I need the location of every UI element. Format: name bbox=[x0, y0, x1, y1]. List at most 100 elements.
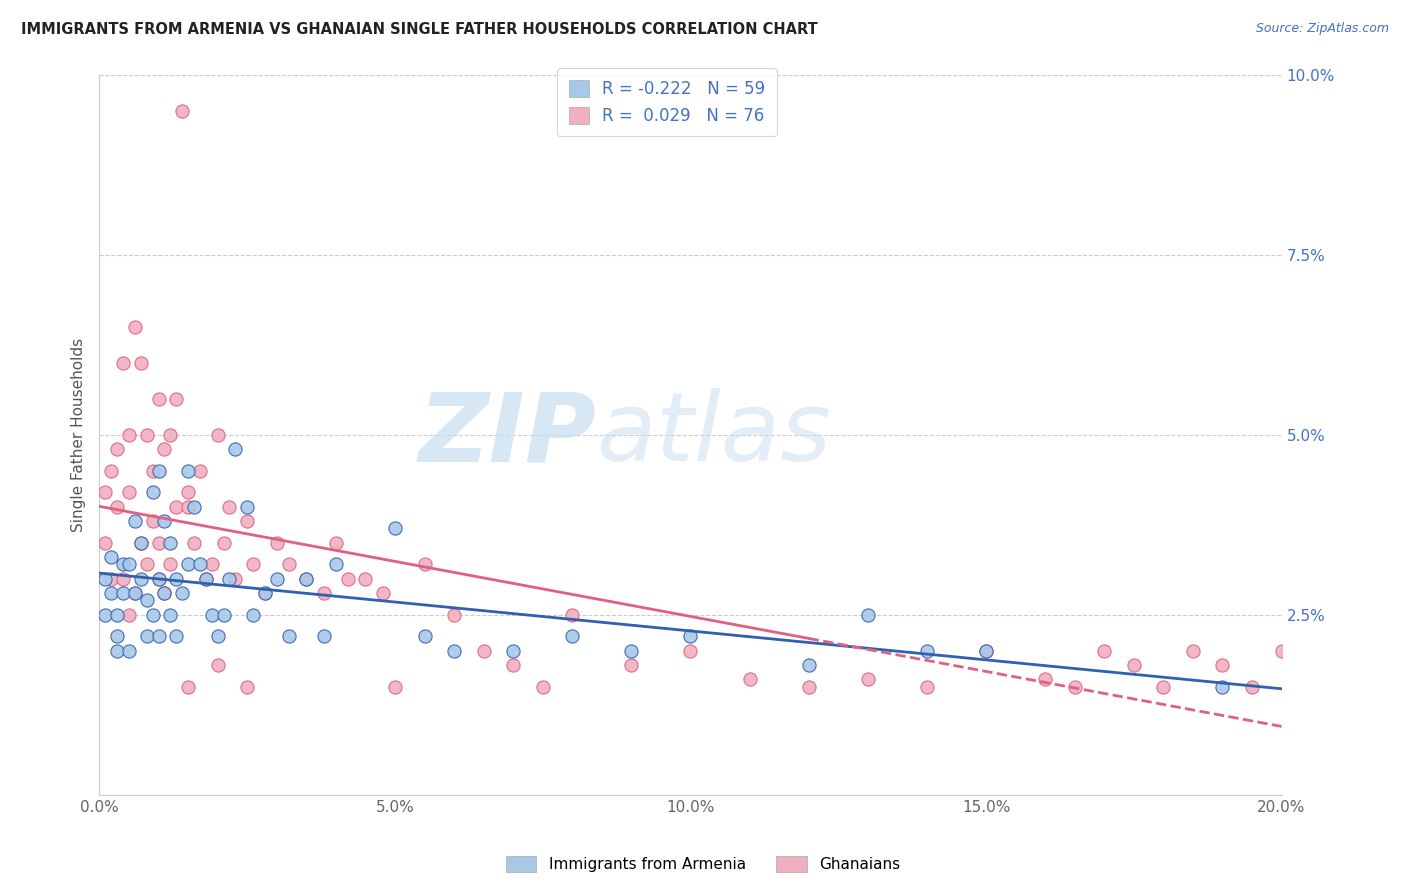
Point bbox=[142, 485, 165, 500]
Point bbox=[679, 643, 702, 657]
Point bbox=[295, 572, 318, 586]
Point bbox=[159, 427, 181, 442]
Point bbox=[207, 629, 229, 643]
Point bbox=[915, 643, 938, 657]
Point bbox=[1211, 658, 1233, 673]
Point bbox=[165, 392, 187, 406]
Point bbox=[856, 607, 879, 622]
Point bbox=[183, 500, 205, 514]
Point bbox=[105, 607, 128, 622]
Point bbox=[266, 535, 288, 549]
Text: IMMIGRANTS FROM ARMENIA VS GHANAIAN SINGLE FATHER HOUSEHOLDS CORRELATION CHART: IMMIGRANTS FROM ARMENIA VS GHANAIAN SING… bbox=[21, 22, 818, 37]
Point bbox=[105, 629, 128, 643]
Point bbox=[679, 629, 702, 643]
Point bbox=[253, 586, 276, 600]
Point bbox=[502, 658, 524, 673]
Text: atlas: atlas bbox=[596, 388, 831, 481]
Point bbox=[100, 586, 122, 600]
Point bbox=[194, 572, 217, 586]
Point bbox=[112, 558, 135, 572]
Point bbox=[207, 427, 229, 442]
Point bbox=[94, 607, 117, 622]
Point bbox=[118, 427, 141, 442]
Point bbox=[129, 535, 152, 549]
Point bbox=[153, 586, 176, 600]
Point bbox=[502, 643, 524, 657]
Point bbox=[620, 643, 643, 657]
Y-axis label: Single Father Households: Single Father Households bbox=[72, 337, 86, 532]
Point bbox=[212, 535, 235, 549]
Point bbox=[159, 607, 181, 622]
Point bbox=[177, 485, 200, 500]
Point bbox=[135, 427, 157, 442]
Point bbox=[201, 558, 224, 572]
Point bbox=[974, 643, 997, 657]
Point bbox=[531, 680, 554, 694]
Point bbox=[159, 535, 181, 549]
Point bbox=[172, 586, 194, 600]
Point bbox=[118, 607, 141, 622]
Point bbox=[561, 629, 583, 643]
Point bbox=[153, 442, 176, 456]
Point bbox=[207, 658, 229, 673]
Point bbox=[100, 572, 122, 586]
Point bbox=[135, 629, 157, 643]
Point bbox=[325, 535, 347, 549]
Point bbox=[124, 586, 146, 600]
Point bbox=[177, 680, 200, 694]
Point bbox=[129, 355, 152, 369]
Point bbox=[148, 629, 170, 643]
Point bbox=[797, 658, 820, 673]
Point bbox=[194, 572, 217, 586]
Point bbox=[325, 558, 347, 572]
Point bbox=[1270, 643, 1292, 657]
Point bbox=[312, 629, 335, 643]
Point bbox=[384, 680, 406, 694]
Point bbox=[856, 673, 879, 687]
Point bbox=[236, 514, 259, 528]
Point bbox=[188, 464, 211, 478]
Point bbox=[94, 535, 117, 549]
Point bbox=[1211, 680, 1233, 694]
Point bbox=[242, 558, 264, 572]
Point bbox=[105, 442, 128, 456]
Point bbox=[148, 392, 170, 406]
Point bbox=[797, 680, 820, 694]
Point bbox=[443, 607, 465, 622]
Point bbox=[561, 607, 583, 622]
Point bbox=[212, 607, 235, 622]
Point bbox=[112, 572, 135, 586]
Point bbox=[100, 464, 122, 478]
Point bbox=[218, 572, 240, 586]
Point bbox=[277, 629, 299, 643]
Point bbox=[142, 464, 165, 478]
Point bbox=[224, 442, 246, 456]
Point bbox=[148, 535, 170, 549]
Point bbox=[100, 549, 122, 564]
Point bbox=[384, 521, 406, 535]
Point bbox=[165, 572, 187, 586]
Point bbox=[413, 558, 436, 572]
Point bbox=[1063, 680, 1085, 694]
Point bbox=[188, 558, 211, 572]
Point bbox=[1092, 643, 1115, 657]
Point bbox=[312, 586, 335, 600]
Point bbox=[1181, 643, 1204, 657]
Point bbox=[472, 643, 495, 657]
Point bbox=[94, 572, 117, 586]
Point bbox=[142, 514, 165, 528]
Point bbox=[124, 514, 146, 528]
Point bbox=[1033, 673, 1056, 687]
Point bbox=[124, 586, 146, 600]
Point bbox=[1240, 680, 1263, 694]
Point bbox=[1122, 658, 1144, 673]
Point bbox=[915, 680, 938, 694]
Point bbox=[148, 572, 170, 586]
Text: Source: ZipAtlas.com: Source: ZipAtlas.com bbox=[1256, 22, 1389, 36]
Point bbox=[201, 607, 224, 622]
Point bbox=[112, 355, 135, 369]
Point bbox=[165, 629, 187, 643]
Point bbox=[177, 558, 200, 572]
Point bbox=[124, 319, 146, 334]
Point bbox=[177, 464, 200, 478]
